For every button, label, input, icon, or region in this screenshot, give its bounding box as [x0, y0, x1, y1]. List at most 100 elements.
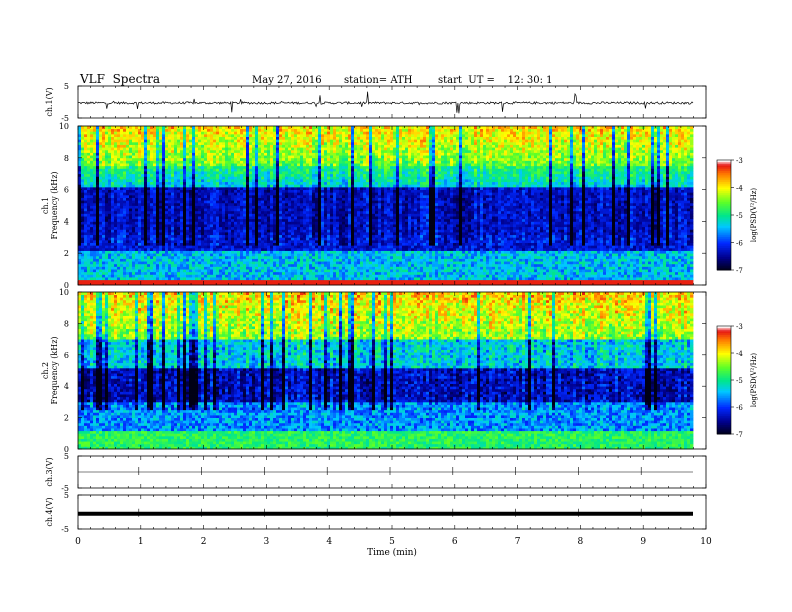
heatmap-cell — [237, 208, 240, 211]
heatmap-cell — [96, 131, 99, 134]
heatmap-cell — [321, 251, 324, 254]
heatmap-cell — [90, 158, 93, 161]
heatmap-cell — [186, 176, 189, 179]
heatmap-cell — [279, 168, 282, 171]
heatmap-cell — [249, 224, 252, 227]
heatmap-cell — [99, 256, 102, 259]
heatmap-cell — [219, 131, 222, 134]
heatmap-cell — [201, 232, 204, 235]
heatmap-cell — [102, 240, 105, 243]
heatmap-cell — [198, 227, 201, 230]
heatmap-cell — [120, 272, 123, 275]
heatmap-cell — [144, 229, 147, 232]
heatmap-cell — [309, 206, 312, 209]
heatmap-cell — [174, 259, 177, 262]
heatmap-cell — [108, 174, 111, 177]
heatmap-cell — [156, 245, 159, 248]
heatmap-cell — [141, 232, 144, 235]
heatmap-cell — [297, 198, 300, 201]
heatmap-cell — [150, 182, 153, 185]
heatmap-cell — [279, 139, 282, 142]
heatmap-cell — [147, 264, 150, 267]
heatmap-cell — [120, 139, 123, 142]
heatmap-cell — [171, 126, 174, 129]
heatmap-cell — [93, 216, 96, 219]
heatmap-cell — [120, 229, 123, 232]
heatmap-cell — [279, 248, 282, 251]
heatmap-cell — [162, 235, 165, 238]
heatmap-cell — [165, 131, 168, 134]
heatmap-cell — [294, 232, 297, 235]
heatmap-cell — [150, 219, 153, 222]
heatmap-cell — [99, 184, 102, 187]
heatmap-cell — [129, 163, 132, 166]
heatmap-cell — [141, 129, 144, 132]
heatmap-cell — [141, 134, 144, 137]
heatmap-cell — [294, 166, 297, 169]
heatmap-cell — [192, 240, 195, 243]
heatmap-cell — [135, 166, 138, 169]
heatmap-cell — [306, 182, 309, 185]
heatmap-cell — [171, 171, 174, 174]
heatmap-cell — [294, 219, 297, 222]
heatmap-cell — [282, 261, 285, 264]
heatmap-cell — [186, 211, 189, 214]
heatmap-cell — [228, 269, 231, 272]
heatmap-cell — [225, 187, 228, 190]
heatmap-cell — [192, 280, 195, 283]
heatmap-cell — [198, 269, 201, 272]
heatmap-cell — [213, 139, 216, 142]
heatmap-cell — [153, 134, 156, 137]
heatmap-cell — [108, 213, 111, 216]
heatmap-cell — [297, 155, 300, 158]
heatmap-cell — [180, 269, 183, 272]
heatmap-cell — [297, 248, 300, 251]
heatmap-cell — [189, 245, 192, 248]
heatmap-cell — [135, 219, 138, 222]
heatmap-cell — [207, 166, 210, 169]
heatmap-cell — [183, 211, 186, 214]
heatmap-cell — [108, 187, 111, 190]
heatmap-cell — [180, 142, 183, 145]
heatmap-cell — [291, 251, 294, 254]
heatmap-cell — [114, 245, 117, 248]
heatmap-cell — [237, 147, 240, 150]
heatmap-cell — [309, 137, 312, 140]
heatmap-cell — [234, 195, 237, 198]
heatmap-cell — [210, 160, 213, 163]
heatmap-cell — [228, 163, 231, 166]
heatmap-cell — [93, 208, 96, 211]
heatmap-cell — [99, 266, 102, 269]
heatmap-cell — [198, 235, 201, 238]
heatmap-cell — [288, 256, 291, 259]
heatmap-cell — [84, 200, 87, 203]
heatmap-cell — [96, 266, 99, 269]
ch1-spectrogram-heatmap — [78, 126, 693, 285]
heatmap-cell — [243, 158, 246, 161]
heatmap-cell — [99, 155, 102, 158]
heatmap-cell — [189, 232, 192, 235]
heatmap-cell — [120, 213, 123, 216]
heatmap-cell — [156, 174, 159, 177]
heatmap-cell — [105, 182, 108, 185]
heatmap-cell — [309, 195, 312, 198]
heatmap-cell — [207, 198, 210, 201]
heatmap-cell — [201, 206, 204, 209]
heatmap-cell — [183, 277, 186, 280]
heatmap-cell — [171, 237, 174, 240]
heatmap-cell — [150, 179, 153, 182]
heatmap-cell — [81, 126, 84, 129]
heatmap-cell — [168, 150, 171, 153]
heatmap-cell — [216, 139, 219, 142]
heatmap-cell — [237, 264, 240, 267]
heatmap-cell — [102, 137, 105, 140]
heatmap-cell — [216, 237, 219, 240]
heatmap-cell — [216, 235, 219, 238]
heatmap-cell — [291, 229, 294, 232]
heatmap-cell — [102, 147, 105, 150]
heatmap-cell — [183, 198, 186, 201]
heatmap-cell — [252, 213, 255, 216]
heatmap-cell — [183, 179, 186, 182]
heatmap-cell — [279, 224, 282, 227]
heatmap-cell — [255, 168, 258, 171]
